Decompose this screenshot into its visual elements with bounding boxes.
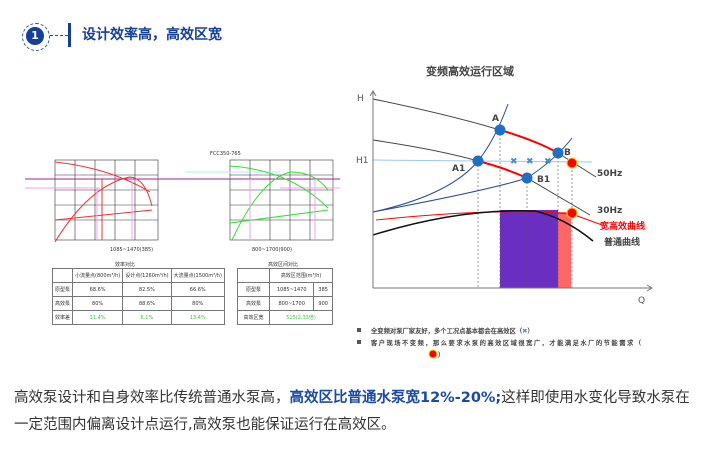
table-cell: 设计点(1260m³/h) (122, 268, 172, 283)
original-pump-chart: 1085~1470(385) (25, 159, 185, 253)
system-curve-1 (372, 103, 509, 213)
point-a (494, 124, 506, 136)
table-cell: 高效泵 (236, 296, 271, 311)
high-efficiency-pump-chart: FCC350-765 800~1700(900) (185, 151, 340, 253)
extended-efficiency-zone (558, 212, 571, 288)
section-title: 设计效率高，高效区宽 (82, 27, 222, 43)
table-row: 高效区范围(m³/h) (236, 268, 333, 283)
body-text-2: 这样即使用水变化导致水泵在一定范围内偏离设计点运行,高效泵也能保证运行在高效区。 (14, 390, 690, 433)
table-cell: 1085~1470 (269, 282, 315, 297)
table-cell: 小流量点(800m³/h) (72, 268, 124, 283)
label-b1: B1 (537, 175, 550, 185)
table-cell: 82.5% (122, 282, 172, 297)
label-50hz: 50Hz (597, 169, 622, 179)
body-text-1: 高效泵设计和自身效率比传统普通水泵高， (14, 390, 290, 406)
point-b1 (521, 172, 533, 184)
note-1: 全变频对泵厂家友好，多个工况点基本都会在高效区（✖） (370, 326, 534, 335)
note-2-end: ） (438, 351, 444, 359)
table-cell: 高效泵 (51, 296, 74, 311)
table-cell: 效率差 (51, 310, 74, 325)
table-row: 效率差 11.4% 6.1% 13.4% (51, 310, 225, 325)
y-axis-label: H (357, 94, 364, 104)
range-2-label: 800~1700(900) (252, 247, 292, 253)
efficiency-comparison-title: 效率对比 (115, 262, 136, 268)
table-cell: 900 (313, 296, 333, 311)
table-cell: 大流量点(1500m³/h) (170, 268, 225, 283)
x-axis-label: Q (638, 296, 645, 306)
table-cell: 66.6% (170, 282, 225, 297)
table-cell: 80% (170, 296, 225, 311)
normal-efficiency-curve (372, 209, 594, 242)
efficiency-comparison-table: 小流量点(800m³/h) 设计点(1260m³/h) 大流量点(1500m³/h)… (51, 268, 225, 325)
operating-point-mark: ✖ (510, 157, 518, 167)
label-a: A (492, 114, 499, 124)
table-row: 高效区宽 515(2.33倍) (236, 310, 333, 325)
table-cell: 800~1700 (269, 296, 315, 311)
efficiency-range-title: 高效区间对比 (268, 262, 299, 268)
table-cell (51, 268, 74, 283)
range-1-label: 1085~1470(385) (110, 247, 153, 253)
section-number-ring (22, 23, 50, 51)
wide-point-lower (566, 207, 578, 219)
operating-range-30hz (477, 160, 528, 179)
table-row: 原型泵 68.6% 82.5% 66.6% (51, 282, 225, 297)
table-cell: 385 (313, 282, 333, 297)
header-divider (50, 35, 68, 36)
table-cell: 88.6% (122, 296, 172, 311)
table-cell: 13.4% (170, 310, 225, 325)
body-paragraph: 高效泵设计和自身效率比传统普通水泵高，高效区比普通水泵宽12%-20%;这样即使… (14, 385, 704, 439)
operating-point-mark: ✖ (544, 157, 552, 167)
table-cell: 原型泵 (236, 282, 271, 297)
pump-curve-comparison-figure: 1085~1470(385) FCC350-765 800~1700(900) (25, 151, 340, 253)
note-2: 客户现场不变频，那么要求水泵的高效区域很宽广，才能满足水厂的节能需求（ (371, 338, 642, 347)
table-cell (236, 268, 271, 283)
curve-50hz (372, 98, 597, 178)
chart-title: 变频高效运行区域 (426, 64, 514, 78)
label-b: B (564, 148, 571, 158)
section-number: 1 (26, 27, 44, 45)
table-row: 高效泵 80% 88.6% 80% (51, 296, 225, 311)
normal-efficiency-zone (500, 210, 558, 288)
wide-point-upper (566, 157, 578, 169)
label-wide-curve: 宽高效曲线 (599, 220, 645, 232)
label-normal-curve: 普通曲线 (604, 236, 640, 248)
table-row: 原型泵 1085~1470 385 (236, 282, 333, 297)
table-cell: 高效区范围(m³/h) (269, 268, 333, 283)
body-highlight: 高效区比普通水泵宽12%-20%; (289, 390, 502, 406)
table-cell: 11.4% (72, 310, 124, 325)
table-row: 高效泵 800~1700 900 (236, 296, 333, 311)
operating-point-mark: ✖ (526, 157, 534, 167)
label-30hz: 30Hz (597, 206, 622, 216)
table-cell: 68.6% (72, 282, 124, 297)
operating-range-50hz (499, 129, 559, 154)
efficiency-range-table: 高效区范围(m³/h) 原型泵 1085~1470 385 高效泵 800~1700 900… (236, 268, 333, 325)
point-a1 (472, 155, 484, 167)
table-cell: 原型泵 (51, 282, 74, 297)
chart-2-title: FCC350-765 (210, 151, 241, 157)
table-cell: 515(2.33倍) (269, 310, 333, 325)
label-a1: A1 (452, 164, 465, 174)
table-cell: 高效区宽 (236, 310, 271, 325)
h1-label: H1 (356, 156, 369, 166)
table-cell: 80% (72, 296, 124, 311)
header-bar (68, 23, 71, 47)
vfd-efficiency-zone-chart: 变频高效运行区域 H Q H1 ✖ ✖ ✖ (356, 64, 653, 359)
table-cell: 6.1% (122, 310, 172, 325)
table-row: 小流量点(800m³/h) 设计点(1260m³/h) 大流量点(1500m³/h) (51, 268, 225, 283)
point-b (552, 147, 564, 159)
